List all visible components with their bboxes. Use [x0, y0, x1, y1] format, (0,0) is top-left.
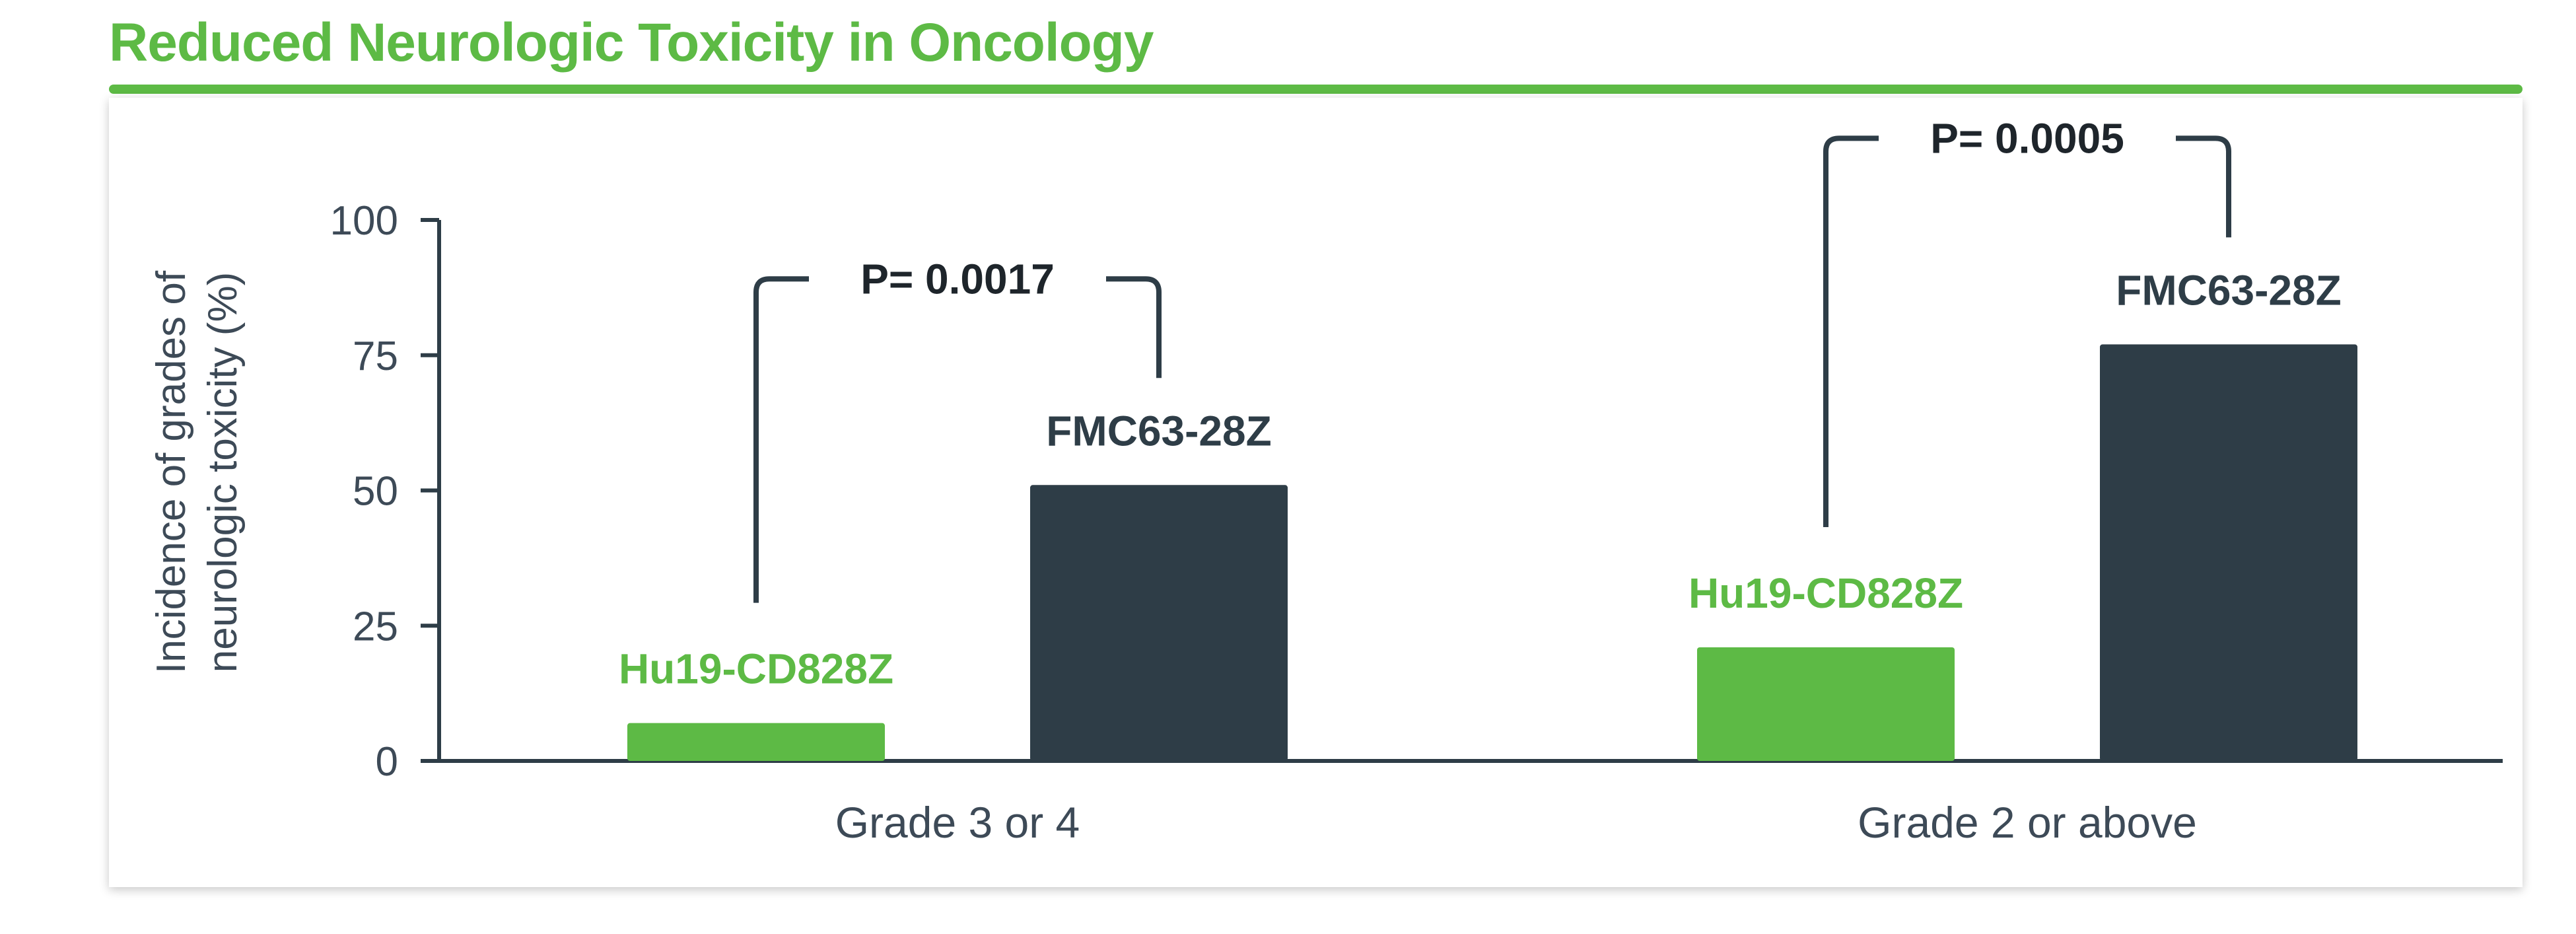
bar-series-label: Hu19-CD828Z	[1688, 569, 1963, 617]
bar-fmc63-28z-1	[1030, 485, 1288, 761]
y-ticks: 0 25 50 75 100	[330, 198, 439, 785]
bracket-right-arm	[1106, 276, 1162, 378]
bracket-left-arm	[753, 276, 809, 603]
y-axis-title: Incidence of grades of neurologic toxicit…	[149, 270, 246, 674]
bars: Hu19-CD828Z FMC63-28Z Hu19-CD828Z FMC63-28Z	[619, 266, 2357, 761]
y-tick-label: 75	[353, 334, 398, 379]
y-axis-title-group: Incidence of grades of neurologic toxicit…	[149, 270, 246, 674]
y-axis-title-line: neurologic toxicity (%)	[200, 272, 246, 672]
bracket-left-arm	[1823, 135, 1879, 528]
y-tick-label: 100	[330, 198, 398, 244]
x-tick-labels: Grade 3 or 4 Grade 2 or above	[835, 798, 2197, 847]
bar-hu19-cd828z-1	[627, 723, 885, 761]
significance-brackets: P= 0.0017 P= 0.0005	[753, 114, 2231, 603]
x-tick-label: Grade 2 or above	[1858, 798, 2197, 847]
y-tick-label: 50	[353, 469, 398, 515]
y-tick-label: 0	[376, 739, 398, 785]
p-value-label: P= 0.0005	[1930, 114, 2124, 162]
bar-series-label: Hu19-CD828Z	[619, 645, 893, 693]
bar-series-label: FMC63-28Z	[1046, 407, 1271, 454]
bracket-right-arm	[2176, 135, 2231, 238]
bar-fmc63-28z-2	[2100, 344, 2357, 761]
x-tick-label: Grade 3 or 4	[835, 798, 1080, 847]
bar-hu19-cd828z-2	[1697, 647, 1955, 761]
bar-series-label: FMC63-28Z	[2116, 266, 2341, 314]
p-value-label: P= 0.0017	[860, 255, 1055, 303]
y-axis-title-line: Incidence of grades of	[149, 270, 194, 674]
title-underline	[109, 85, 2523, 94]
page-title: Reduced Neurologic Toxicity in Oncology	[109, 13, 1154, 73]
y-tick-label: 25	[353, 604, 398, 649]
